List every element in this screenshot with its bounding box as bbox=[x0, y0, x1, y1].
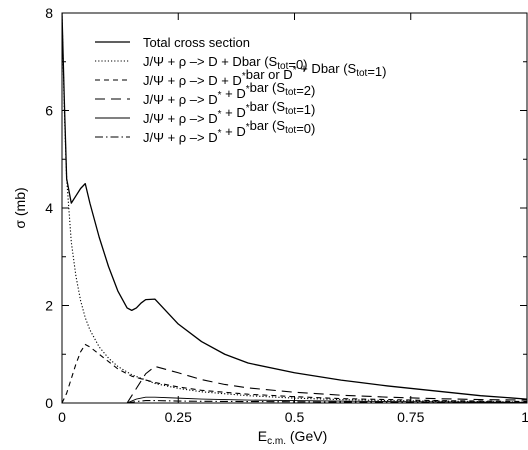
x-axis-label: Ec.m. (GeV) bbox=[258, 428, 327, 447]
x-tick-label-3: 0.75 bbox=[397, 409, 424, 425]
series-line-3 bbox=[126, 365, 527, 403]
series-group bbox=[62, 13, 527, 403]
x-tick-label-2: 0.5 bbox=[285, 409, 305, 425]
legend-label-3: J/Ψ + ρ –> D* + D*bar (Stot=2) bbox=[143, 80, 315, 107]
x-tick-label-0: 0 bbox=[58, 409, 66, 425]
y-tick-label-4: 8 bbox=[45, 5, 53, 21]
legend-label-2: J/Ψ + ρ –> D + D*bar or D* + Dbar (Stot=… bbox=[143, 61, 387, 88]
legend-label-4: J/Ψ + ρ –> D* + D*bar (Stot=1) bbox=[143, 99, 315, 126]
y-tick-label-3: 6 bbox=[45, 103, 53, 119]
series-line-1 bbox=[62, 13, 527, 403]
y-tick-label-2: 4 bbox=[45, 200, 53, 216]
x-tick-label-4: 1 bbox=[521, 409, 528, 425]
legend-label-0: Total cross section bbox=[143, 35, 250, 50]
series-line-4 bbox=[126, 396, 527, 403]
x-tick-label-1: 0.25 bbox=[165, 409, 192, 425]
legend-label-1: J/Ψ + ρ –> D + Dbar (Stot=0) bbox=[143, 54, 308, 72]
y-tick-label-1: 2 bbox=[45, 298, 53, 314]
series-line-2 bbox=[62, 343, 527, 403]
y-tick-label-0: 0 bbox=[45, 395, 53, 411]
legend-label-5: J/Ψ + ρ –> D* + D*bar (Stot=0) bbox=[143, 118, 315, 145]
y-axis-label: σ (mb) bbox=[12, 187, 28, 228]
series-line-0 bbox=[62, 13, 527, 400]
series-line-5 bbox=[127, 400, 527, 403]
